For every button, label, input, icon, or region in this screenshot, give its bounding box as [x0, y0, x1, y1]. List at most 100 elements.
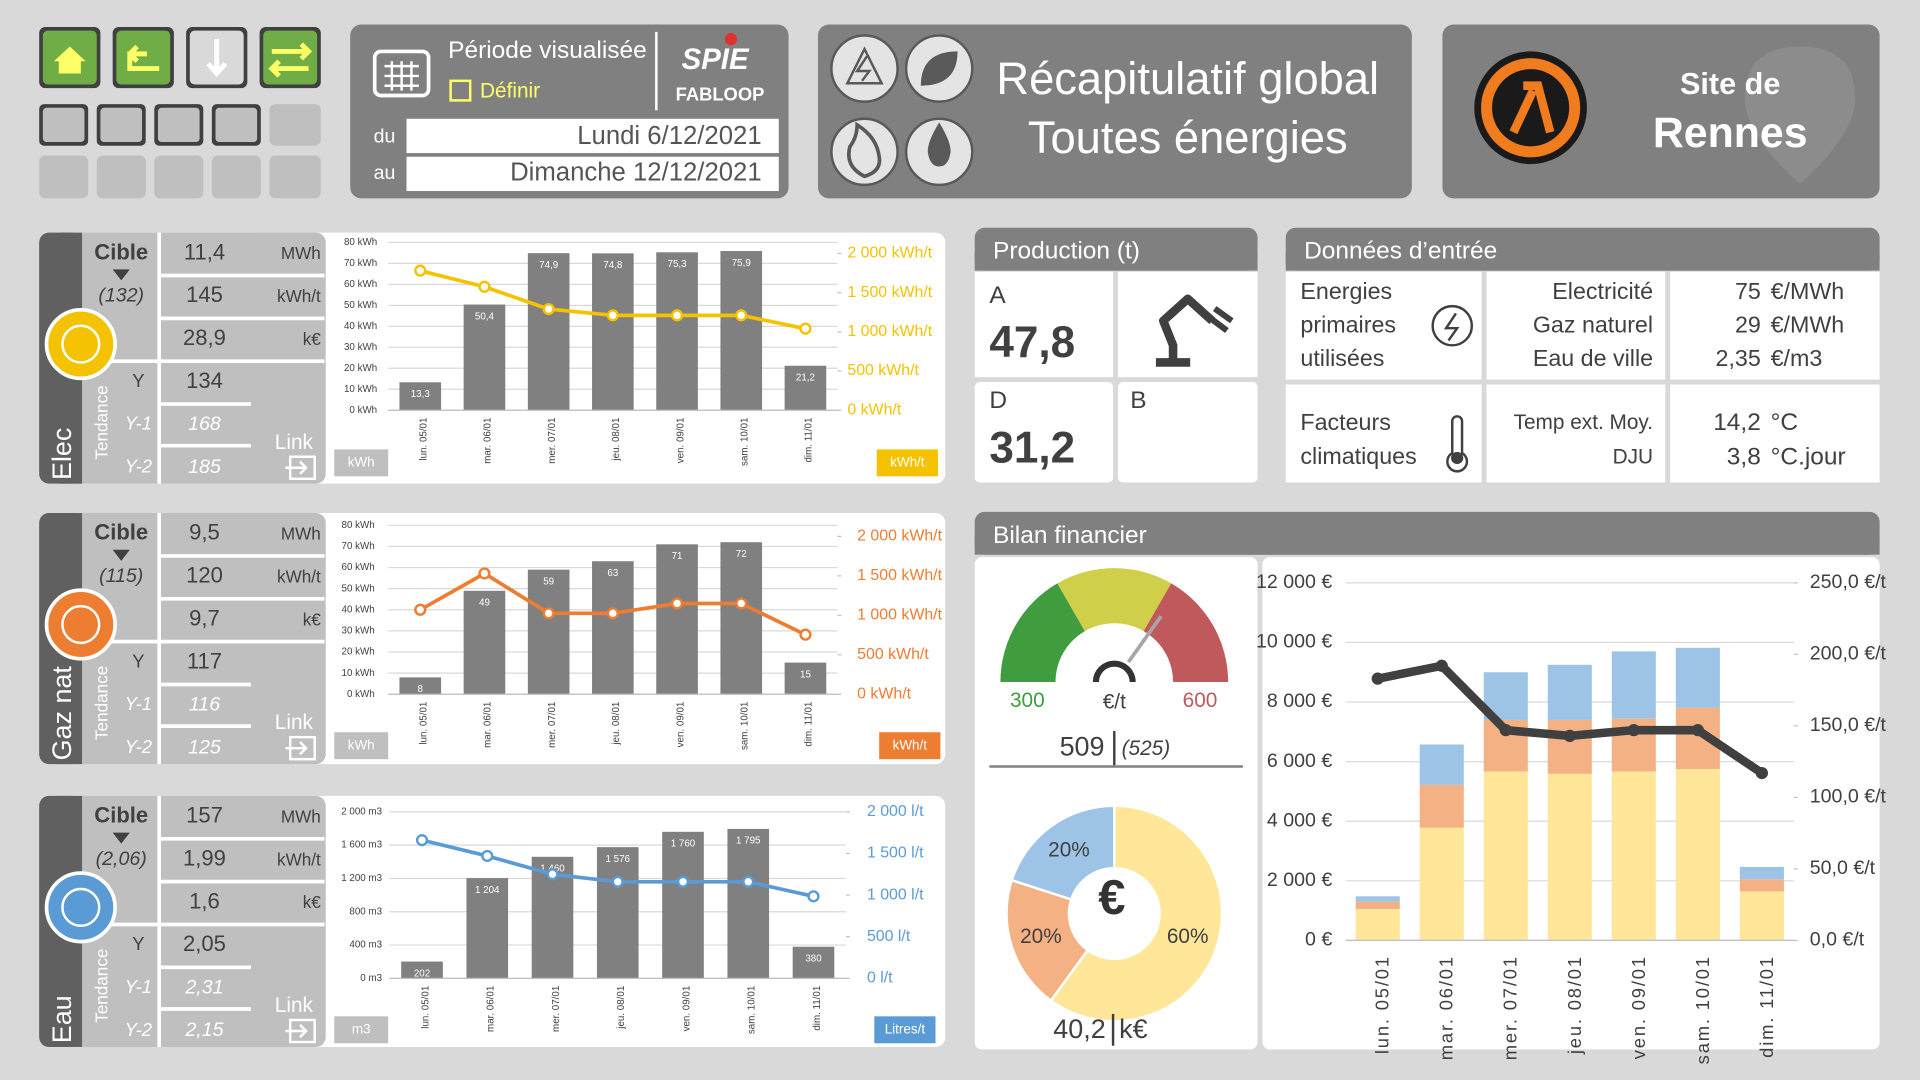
prod-cell	[1117, 382, 1258, 483]
trend-period: Y	[132, 933, 144, 954]
x-tick-label: jeu. 08/01	[1564, 955, 1585, 1055]
stacked-bar	[1355, 901, 1400, 910]
y-tick-label: 10 kWh	[344, 384, 377, 395]
donut-slice	[1005, 878, 1090, 1003]
y-tick-label: 8 000 €	[1267, 690, 1332, 712]
trend-period: Y-1	[125, 976, 152, 997]
line-marker	[742, 875, 755, 888]
prod-label: D	[989, 387, 1007, 414]
tool-button-face	[100, 107, 143, 143]
x-tick-label: dim. 11/01	[812, 986, 823, 1031]
gauge-hub	[1092, 660, 1136, 683]
stacked-bar	[1739, 879, 1784, 892]
gauge-min: 300	[1010, 689, 1045, 712]
kpi-unit: k€	[303, 892, 322, 912]
energy-icon	[44, 588, 117, 661]
input-value: 2,35	[1716, 345, 1761, 371]
y-tick-label: 400 m3	[349, 940, 382, 951]
trend-value: 185	[188, 456, 221, 478]
line-marker	[807, 890, 820, 903]
line-marker	[1627, 724, 1640, 737]
tool-button-face	[215, 107, 258, 143]
kpi-value: 120	[186, 563, 223, 588]
bar	[792, 946, 835, 979]
bar	[720, 542, 763, 695]
input-value: 75	[1735, 278, 1761, 304]
trend-value: 168	[188, 413, 221, 435]
energy-kpi-area	[39, 795, 326, 1047]
line-marker	[542, 302, 555, 316]
kpi-unit: k€	[303, 329, 322, 349]
x-tick-label: sam. 10/01	[740, 418, 751, 466]
stacked-bar	[1611, 651, 1656, 719]
calendar-icon	[372, 49, 431, 98]
donut-center: €	[1098, 871, 1125, 925]
stacked-bar	[1547, 719, 1592, 774]
y2-tick-label: 1 000 kWh/t	[847, 323, 932, 340]
stacked-bar	[1739, 866, 1784, 880]
y2-tick-label: 2 000 kWh/t	[847, 245, 932, 262]
trend-value: 134	[186, 368, 223, 393]
y-tick-label: 6 000 €	[1267, 750, 1332, 772]
x-tick-label: sam. 10/01	[747, 986, 758, 1034]
gauge-value: 509	[1060, 731, 1105, 761]
stacked-bar	[1419, 744, 1464, 785]
empty-button	[39, 155, 89, 199]
define-icon[interactable]	[449, 79, 472, 102]
y-tick-label: 2 000 €	[1267, 869, 1332, 891]
bar-value-label: 49	[479, 598, 490, 609]
bar-value-label: 1 760	[671, 839, 696, 850]
line-marker	[414, 264, 427, 277]
gauge-band	[1143, 583, 1229, 683]
target-arrow	[112, 549, 130, 561]
x-tick-label: lun. 05/01	[419, 702, 430, 745]
bar-value-label: 13,3	[411, 389, 431, 400]
thermometer-icon	[1446, 415, 1469, 473]
y2-unit-badge	[874, 1016, 936, 1044]
x-tick-label: dim. 11/01	[804, 418, 815, 463]
y-tick-label: 10 000 €	[1256, 631, 1332, 653]
tool-button-face	[42, 107, 85, 143]
y2-tick-label: 2 000 l/t	[867, 803, 924, 820]
line-marker	[735, 309, 748, 322]
line-marker	[542, 607, 555, 620]
input-label: Energies	[1300, 278, 1392, 304]
x-tick-label: jeu. 08/01	[616, 986, 627, 1030]
trend-period: Y	[132, 650, 144, 671]
stacked-bar	[1355, 909, 1400, 941]
y2-tick-label: 50,0 €/t	[1810, 857, 1876, 879]
prod-cell	[974, 382, 1114, 483]
robot-gripper	[1205, 306, 1234, 334]
energy-kpi-area	[39, 232, 326, 484]
bar	[592, 253, 634, 411]
y-tick-label: 80 kWh	[342, 520, 375, 531]
input-unit: €/MWh	[1771, 278, 1845, 304]
trend-label: Tendance	[91, 385, 111, 459]
x-tick-label: mar. 06/01	[1436, 955, 1457, 1060]
energy-icon	[830, 117, 899, 187]
x-tick-label: jeu. 08/01	[611, 702, 622, 746]
y-unit-badge	[334, 449, 389, 477]
input-name: Eau de ville	[1533, 345, 1653, 371]
bar	[527, 253, 570, 411]
x-tick-label: mar. 06/01	[483, 418, 494, 464]
energy-name: Elec	[47, 428, 77, 480]
energy-icon-inner	[61, 604, 101, 645]
logo-dot	[724, 33, 738, 46]
bar	[399, 677, 442, 695]
bar-value-label: 21,2	[796, 373, 815, 384]
tool-button-face	[157, 107, 200, 143]
y-tick-label: 2 000 m3	[341, 806, 382, 817]
y-tick-label: 50 kWh	[344, 300, 377, 311]
bar	[463, 590, 506, 695]
kpi-value: 157	[186, 803, 223, 828]
to-field	[406, 156, 779, 192]
bar-value-label: 1 576	[606, 854, 631, 865]
x-tick-label: ven. 09/01	[675, 418, 686, 464]
trend-label: Tendance	[91, 666, 111, 740]
empty-button	[154, 155, 204, 199]
flame-icon	[847, 121, 882, 179]
link-label: Link	[275, 711, 314, 734]
y-tick-label: 1 200 m3	[341, 873, 382, 884]
